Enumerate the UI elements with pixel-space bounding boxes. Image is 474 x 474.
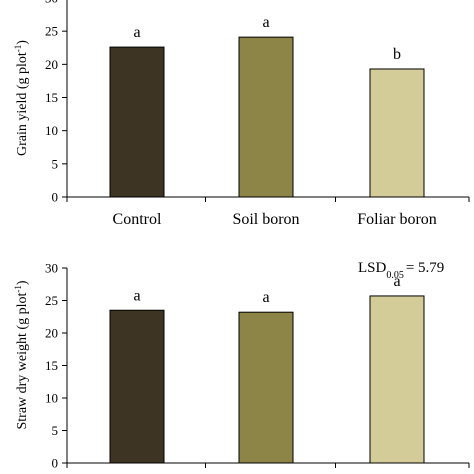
category-label: Soil boron [232, 211, 299, 228]
bar-soil-boron [238, 36, 294, 198]
y-tick-label: 0 [52, 456, 59, 471]
category-label: Foliar boron [357, 211, 437, 228]
bar-control [109, 46, 165, 198]
y-tick-label: 5 [52, 423, 59, 438]
y-tick-label: 25 [45, 293, 58, 308]
grain-yield-panel: 0 5 10 15 20 25 30 a Control a Soil boron b Foliar b… [13, 0, 470, 228]
straw-dry-weight-panel: 0 5 10 15 20 25 30 a a a Straw dry weight (g plot-… [13, 260, 470, 471]
y-tick-label: 30 [45, 0, 58, 6]
y-tick-label: 20 [45, 326, 58, 341]
y-tick-label: 10 [45, 123, 58, 138]
significance-letter: a [133, 24, 140, 41]
bar-control [109, 309, 165, 464]
bar-foliar-boron [369, 68, 425, 198]
significance-letter: a [133, 287, 140, 304]
significance-letter: b [393, 46, 401, 63]
significance-letter: a [262, 14, 269, 31]
y-axis-label: Straw dry weight (g plot-1) [13, 280, 30, 429]
y-tick-label: 15 [45, 358, 58, 373]
y-tick-label: 5 [52, 156, 59, 171]
y-tick-label: 30 [45, 261, 58, 276]
bar-foliar-boron [369, 295, 425, 464]
y-tick-label: 25 [45, 24, 58, 39]
y-tick-label: 20 [45, 57, 58, 72]
significance-letter: a [262, 289, 269, 306]
y-tick-label: 10 [45, 391, 58, 406]
y-axis-label: Grain yield (g plot-1) [13, 40, 30, 156]
y-tick-label: 0 [52, 190, 59, 205]
significance-letter: a [393, 273, 400, 290]
y-tick-label: 15 [45, 90, 58, 105]
bar-soil-boron [238, 311, 294, 464]
category-label: Control [113, 211, 162, 228]
lsd-annotation: LSD0.05 = 5.79 [358, 260, 444, 281]
